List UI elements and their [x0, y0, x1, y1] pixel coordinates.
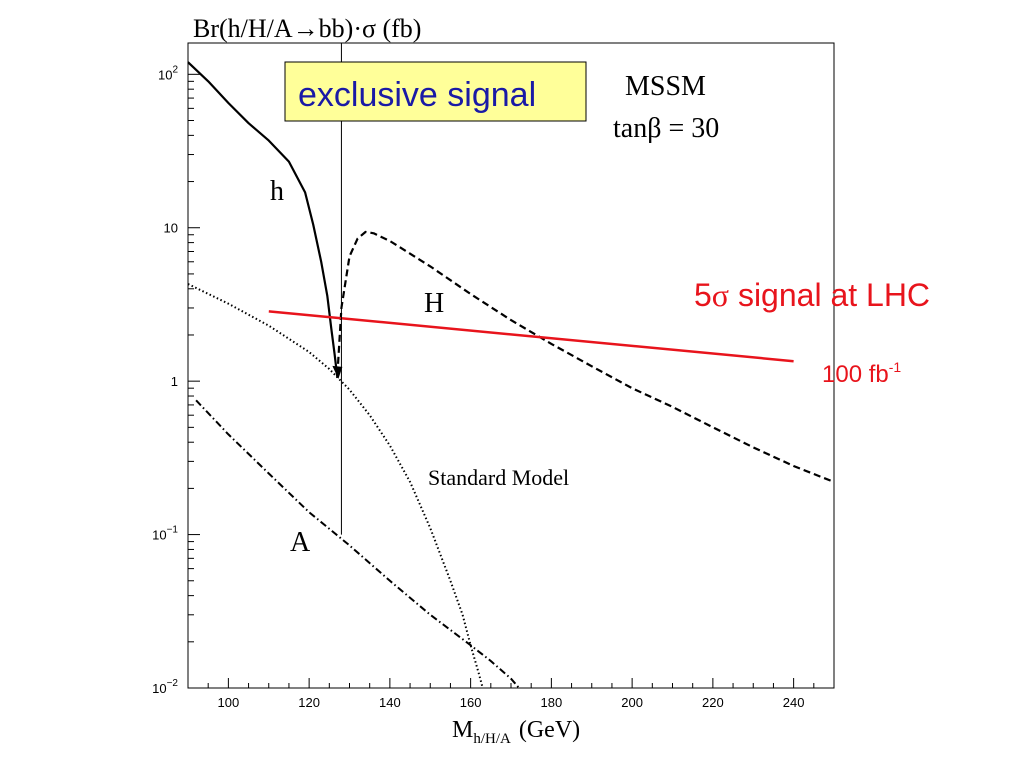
curve-label-A: A: [290, 527, 311, 558]
x-axis-label-main: M: [452, 717, 473, 743]
series-heavy-H-line: [336, 230, 835, 484]
x-tick-label: 120: [298, 695, 320, 710]
signal-5sigma-label: 5σ signal at LHC: [694, 277, 930, 313]
luminosity-exp: -1: [889, 359, 902, 375]
luminosity-value: 100 fb: [822, 361, 889, 388]
curve-label-h: h: [270, 176, 284, 207]
series-standard-model-line: [187, 283, 484, 689]
exclusive-signal-box: [284, 61, 587, 122]
mssm-label: MSSM: [625, 71, 706, 102]
x-tick-label: 140: [379, 695, 401, 710]
exclusive-signal-label: exclusive signal: [298, 76, 536, 114]
series-h-line: [187, 61, 339, 379]
tan-beta-label: tanβ = 30: [613, 113, 719, 144]
h-arrow-head: [332, 365, 343, 379]
series-group: [187, 61, 835, 689]
x-tick-label: 200: [621, 695, 643, 710]
series-a-line: [195, 399, 520, 689]
signal-5sigma-text: signal at LHC: [729, 277, 930, 313]
signal-5sigma-num: 5: [694, 277, 712, 313]
luminosity-label: 100 fb-1: [822, 359, 901, 388]
y-axis-ticks: 102 10 1 10−1 10−2: [152, 64, 200, 696]
x-tick-label: 220: [702, 695, 724, 710]
x-tick-label: 160: [460, 695, 482, 710]
signal-5sigma-symbol: σ: [712, 277, 729, 313]
chart-title: Br(h/H/A→bb)·σ (fb): [193, 14, 421, 43]
y-tick-label: 1: [171, 374, 178, 389]
x-tick-label: 240: [783, 695, 805, 710]
curve-label-standard-model: Standard Model: [428, 465, 569, 490]
y-tick-label: 10−1: [152, 525, 178, 543]
x-tick-label: 180: [541, 695, 563, 710]
y-tick-label: 10: [164, 221, 178, 236]
curve-label-H: H: [424, 288, 444, 319]
x-axis-label-unit: (GeV): [519, 717, 580, 743]
x-axis-ticks: 100 120 140 160 180 200 220 240: [187, 678, 835, 710]
x-axis-label-sub: h/H/A: [473, 731, 511, 747]
x-tick-label: 100: [218, 695, 240, 710]
y-tick-label: 102: [158, 64, 178, 82]
series-5-signal-at-lhc-line: [268, 310, 794, 363]
y-tick-label: 10−2: [152, 678, 178, 696]
x-axis-label: Mh/H/A (GeV): [452, 717, 580, 747]
plot-frame: [187, 42, 835, 689]
